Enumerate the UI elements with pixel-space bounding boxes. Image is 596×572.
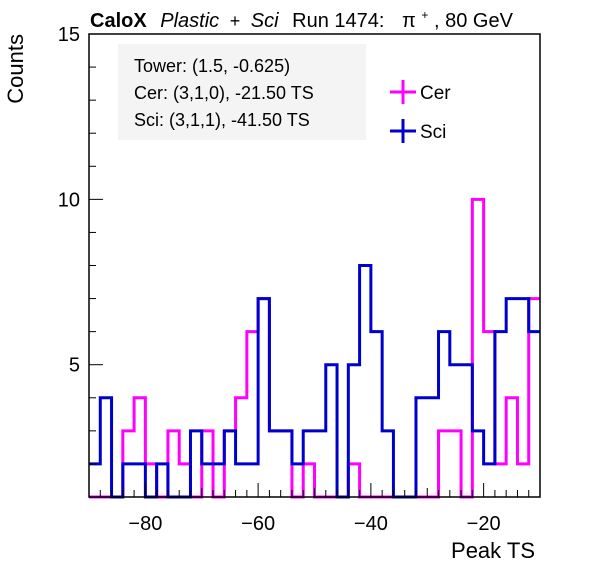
x-tick-label: −40 (354, 513, 388, 535)
title-sci: Sci (251, 10, 279, 32)
legend-sci-label: Sci (420, 122, 446, 143)
info-tower: Tower: (1.5, -0.625) (134, 56, 290, 76)
title-energy: , 80 GeV (434, 10, 514, 32)
info-cer: Cer: (3,1,0), -21.50 TS (134, 83, 314, 103)
title-particle: π (402, 10, 416, 32)
series-sci-line (89, 264, 540, 499)
title-plus: + (230, 11, 241, 31)
series-cer-line (89, 197, 540, 499)
title-run: Run 1474: (292, 10, 384, 32)
chart-title: CaloX Plastic + Sci Run 1474: π + , 80 G… (90, 2, 514, 32)
legend-entry-cer: Cer (390, 80, 451, 104)
y-tick-label: 10 (58, 189, 80, 211)
x-axis-label: Peak TS (451, 538, 535, 563)
x-tick-label: −60 (241, 513, 275, 535)
legend-entry-sci: Sci (390, 119, 446, 143)
info-box (118, 44, 366, 140)
legend-cer-label: Cer (420, 83, 451, 104)
axis-ticks: −80 −60 −40 −20 5 10 15 (58, 24, 541, 535)
y-tick-label: 15 (58, 24, 80, 46)
legend: Cer Sci (390, 80, 451, 143)
title-brand: CaloX (90, 10, 147, 32)
info-sci: Sci: (3,1,1), -41.50 TS (134, 110, 310, 130)
y-axis-label: Counts (3, 34, 28, 104)
y-tick-label: 5 (69, 355, 80, 377)
title-charge: + (421, 8, 428, 22)
x-tick-label: −20 (467, 513, 501, 535)
title-material: Plastic (160, 10, 219, 32)
x-tick-label: −80 (128, 513, 162, 535)
